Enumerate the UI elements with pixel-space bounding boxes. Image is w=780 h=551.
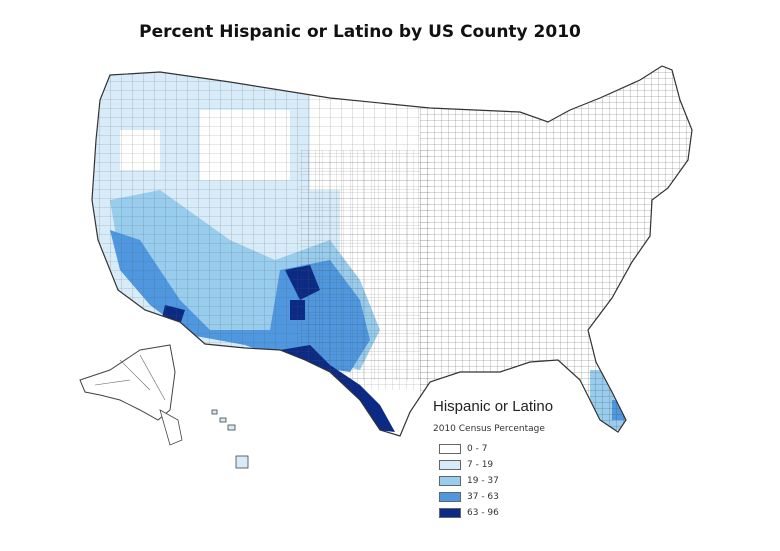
legend-label: 0 - 7	[467, 444, 488, 454]
legend-swatch	[439, 492, 461, 502]
legend-label: 7 - 19	[467, 460, 494, 470]
legend-item: 7 - 19	[439, 457, 633, 473]
legend-item: 63 - 96	[439, 505, 633, 521]
alaska	[79, 344, 176, 421]
legend-swatch	[439, 476, 461, 486]
legend-item: 0 - 7	[439, 441, 633, 457]
legend-subtitle: 2010 Census Percentage	[433, 424, 545, 434]
legend: Hispanic or Latino 2010 Census Percentag…	[433, 398, 633, 521]
legend-label: 19 - 37	[467, 476, 499, 486]
hawaii	[211, 409, 249, 469]
legend-swatch	[439, 460, 461, 470]
legend-title: Hispanic or Latino	[433, 398, 554, 415]
legend-item: 19 - 37	[439, 473, 633, 489]
legend-swatch	[439, 508, 461, 518]
legend-item: 37 - 63	[439, 489, 633, 505]
legend-swatch	[439, 444, 461, 454]
map-title: Percent Hispanic or Latino by US County …	[139, 22, 581, 42]
legend-label: 63 - 96	[467, 508, 499, 518]
legend-label: 37 - 63	[467, 492, 499, 502]
